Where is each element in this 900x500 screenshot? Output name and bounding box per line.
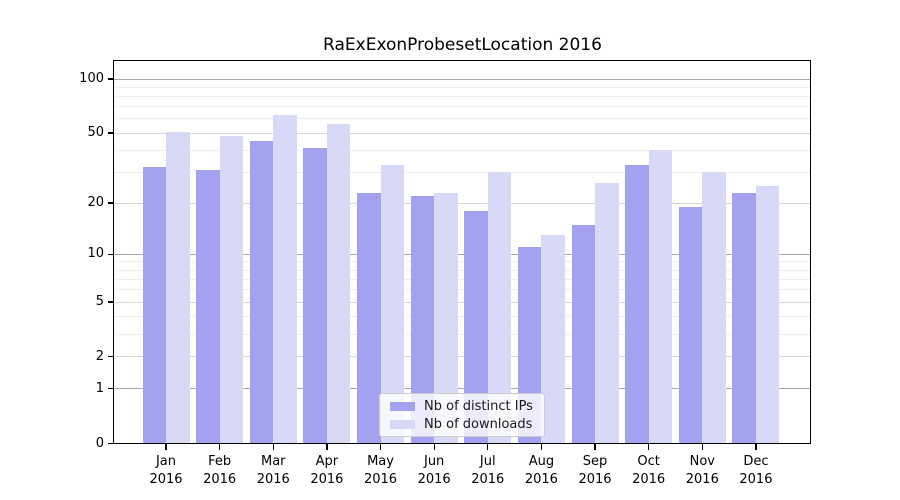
x-tick-label-jun: Jun 2016: [417, 453, 451, 487]
gridline: [114, 149, 811, 151]
x-tick-mark: [165, 444, 167, 450]
y-tick-label: 1: [95, 380, 104, 396]
bar-apr-distinct-ips: [303, 148, 327, 444]
x-tick-label-apr: Apr 2016: [310, 453, 344, 487]
gridline: [114, 301, 811, 303]
gridline: [114, 118, 811, 120]
x-tick-label-dec: Dec 2016: [739, 453, 773, 487]
gridline: [114, 253, 811, 255]
x-tick-label-nov: Nov 2016: [685, 453, 719, 487]
y-tick-label: 2: [95, 348, 104, 364]
y-tick-mark: [108, 253, 114, 255]
y-tick-mark: [108, 132, 114, 134]
x-tick-mark: [433, 444, 435, 450]
gridline: [114, 333, 811, 335]
x-tick-label-jan: Jan 2016: [149, 453, 183, 487]
x-tick-mark: [487, 444, 489, 450]
x-tick-label-feb: Feb 2016: [203, 453, 237, 487]
gridline: [114, 202, 811, 204]
x-tick-label-sep: Sep 2016: [578, 453, 612, 487]
bar-jul-downloads: [487, 172, 512, 444]
gridline: [114, 171, 811, 173]
y-tick-label: 20: [87, 195, 104, 211]
legend-entry-downloads: Nb of downloads: [390, 417, 534, 432]
bar-jul-distinct-ips: [464, 211, 488, 444]
legend-label-distinct-ips: Nb of distinct IPs: [424, 398, 533, 414]
x-tick-label-oct: Oct 2016: [632, 453, 666, 487]
bar-jan-downloads: [166, 131, 190, 444]
y-tick-mark: [108, 442, 114, 445]
gridline: [114, 96, 811, 97]
bar-sep-distinct-ips: [571, 224, 596, 444]
bar-mar-downloads: [273, 115, 297, 444]
y-tick-label: 50: [87, 125, 104, 141]
gridline: [114, 269, 811, 271]
x-tick-mark: [701, 444, 703, 450]
x-tick-label-may: May 2016: [363, 453, 398, 487]
x-tick-mark: [272, 444, 274, 450]
gridline: [114, 261, 811, 263]
bar-feb-distinct-ips: [196, 169, 220, 444]
bar-feb-downloads: [219, 136, 244, 444]
y-tick-mark: [108, 202, 114, 204]
gridline: [114, 289, 811, 291]
bar-nov-downloads: [702, 172, 726, 444]
gridline: [114, 388, 811, 390]
y-tick-mark: [108, 78, 114, 80]
bar-dec-downloads: [755, 186, 780, 444]
legend: Nb of distinct IPs Nb of downloads: [379, 393, 545, 437]
gridline: [114, 356, 811, 358]
x-tick-mark: [540, 444, 543, 450]
y-tick-label: 100: [79, 71, 104, 87]
bar-mar-distinct-ips: [249, 141, 274, 444]
y-tick-label: 10: [87, 246, 104, 262]
bar-jun-downloads: [434, 192, 458, 444]
legend-label-downloads: Nb of downloads: [424, 416, 533, 432]
bar-jun-distinct-ips: [410, 195, 435, 444]
gridline: [114, 86, 811, 88]
legend-swatch-distinct-ips-icon: [390, 401, 415, 411]
x-tick-mark: [379, 444, 382, 450]
chart-title: RaExExonProbesetLocation 2016: [323, 35, 602, 55]
y-tick-label: 0: [95, 435, 104, 451]
bar-apr-downloads: [326, 124, 351, 444]
bar-may-distinct-ips: [357, 192, 381, 444]
x-tick-mark: [755, 444, 757, 450]
gridline: [114, 78, 811, 80]
legend-swatch-downloads-icon: [390, 419, 415, 429]
x-tick-mark: [648, 444, 650, 450]
x-tick-mark: [326, 444, 328, 450]
gridline: [114, 315, 811, 317]
y-tick-label: 5: [95, 294, 104, 310]
x-tick-mark: [594, 444, 596, 450]
gridline: [114, 278, 811, 280]
bar-jan-distinct-ips: [142, 167, 166, 444]
x-tick-mark: [218, 444, 221, 450]
bar-may-downloads: [380, 165, 405, 444]
bar-nov-distinct-ips: [678, 206, 703, 444]
x-tick-label-jul: Jul 2016: [471, 453, 505, 487]
bar-sep-downloads: [595, 183, 619, 444]
bar-oct-distinct-ips: [625, 165, 649, 444]
bar-aug-downloads: [541, 235, 565, 444]
legend-entry-distinct-ips: Nb of distinct IPs: [390, 399, 534, 414]
x-tick-label-mar: Mar 2016: [256, 453, 290, 487]
y-tick-mark: [108, 388, 114, 390]
bar-dec-distinct-ips: [732, 192, 756, 444]
gridline: [114, 132, 811, 134]
y-tick-mark: [108, 356, 114, 358]
gridline: [114, 106, 811, 108]
bar-oct-downloads: [648, 150, 673, 444]
y-tick-mark: [108, 301, 114, 303]
x-tick-label-aug: Aug 2016: [524, 453, 558, 487]
